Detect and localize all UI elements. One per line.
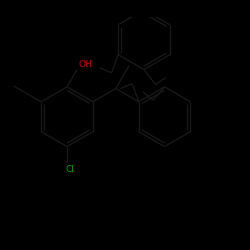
Text: OH: OH [78,60,92,69]
Text: Cl: Cl [65,165,74,174]
